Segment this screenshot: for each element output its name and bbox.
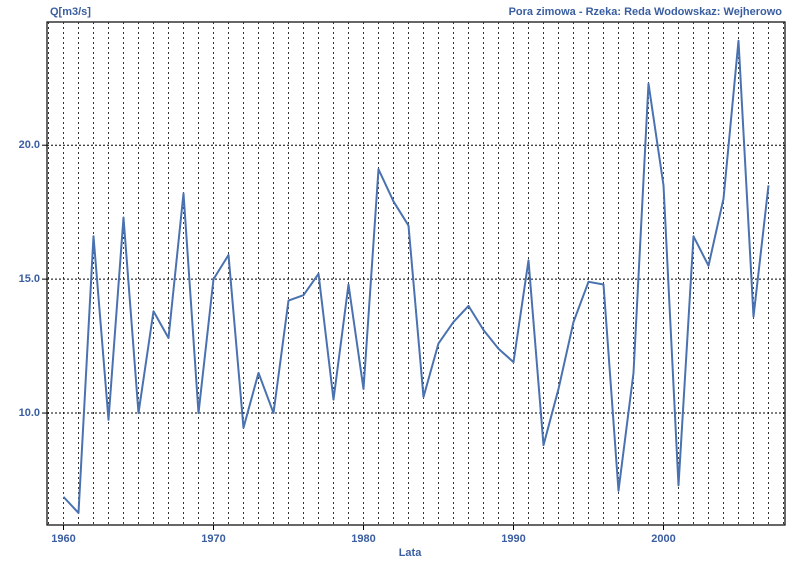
y-tick-label: 20.0 — [19, 139, 40, 151]
x-tick-label: 2000 — [651, 533, 675, 545]
data-line — [62, 39, 770, 514]
chart-title: Pora zimowa - Rzeka: Reda Wodowskaz: Wej… — [509, 6, 783, 18]
x-tick-label: 1970 — [201, 533, 225, 545]
x-tick-label: 1960 — [51, 533, 75, 545]
y-tick-label: 15.0 — [19, 273, 40, 285]
x-tick-label: 1990 — [501, 533, 525, 545]
y-tick-label: 10.0 — [19, 407, 40, 419]
x-tick-label: 1980 — [351, 533, 375, 545]
y-axis-label: Q[m3/s] — [50, 6, 91, 18]
plot-frame — [46, 21, 786, 526]
x-axis-label: Lata — [399, 547, 423, 559]
